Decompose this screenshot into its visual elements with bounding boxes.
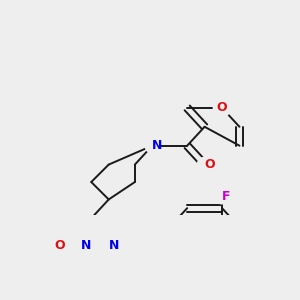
Circle shape	[145, 138, 160, 153]
Circle shape	[101, 239, 116, 253]
Text: N: N	[81, 239, 91, 253]
Text: O: O	[205, 158, 215, 171]
Text: O: O	[55, 239, 65, 253]
Text: O: O	[217, 101, 227, 114]
Circle shape	[84, 239, 98, 253]
Circle shape	[213, 99, 231, 117]
Circle shape	[58, 239, 72, 253]
Text: F: F	[222, 190, 230, 203]
Text: N: N	[109, 239, 119, 253]
Circle shape	[215, 189, 229, 204]
Circle shape	[197, 157, 212, 172]
Text: N: N	[152, 139, 163, 152]
